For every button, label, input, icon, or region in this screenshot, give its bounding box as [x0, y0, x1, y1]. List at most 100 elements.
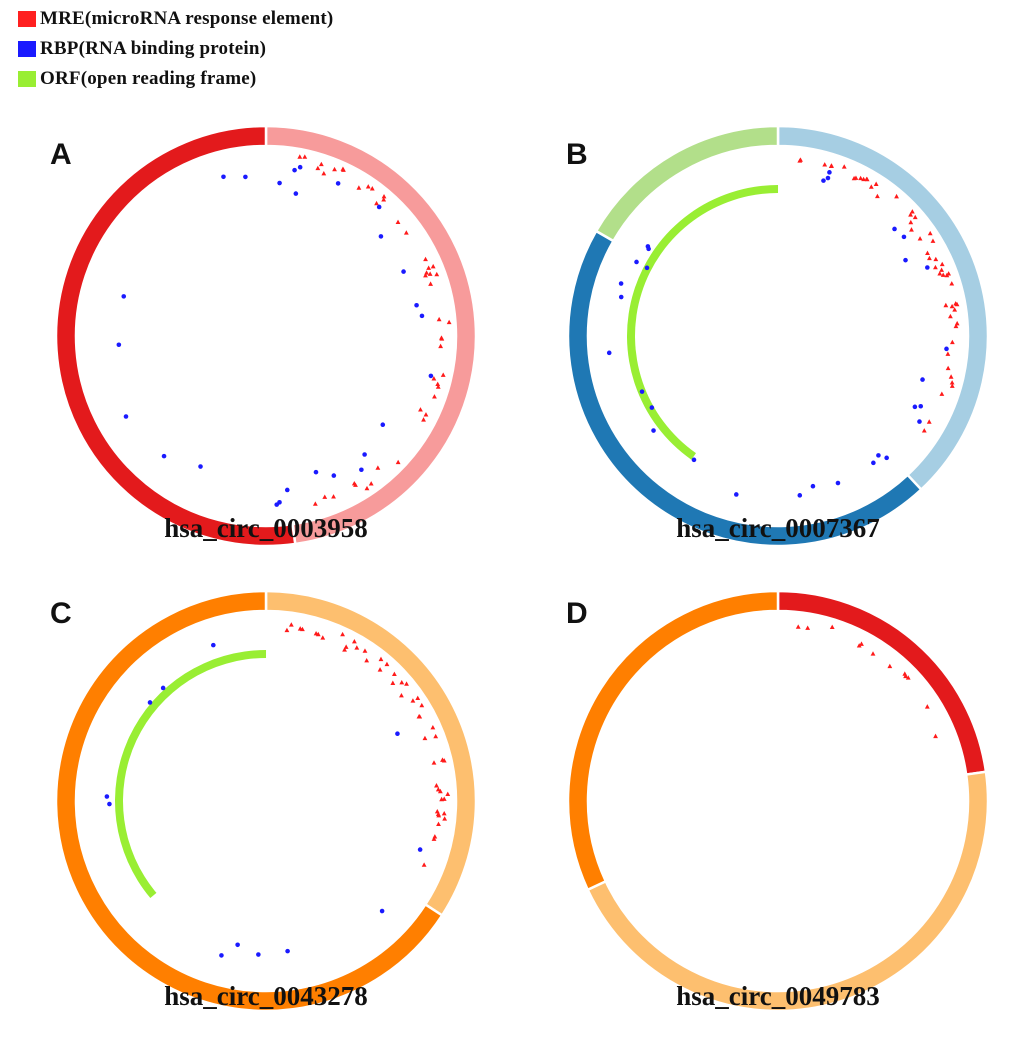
mre-marker — [354, 645, 360, 650]
mre-marker — [945, 365, 951, 371]
rbp-marker — [871, 460, 876, 466]
mre-marker — [917, 236, 923, 241]
mre-marker — [340, 631, 345, 637]
mre-marker — [949, 303, 955, 309]
rbp-marker — [121, 294, 127, 299]
mre-marker — [403, 230, 409, 235]
mre-marker — [841, 164, 847, 169]
mre-marker — [427, 271, 433, 276]
mre-marker — [399, 693, 404, 698]
rbp-marker — [944, 346, 949, 352]
rbp-marker — [618, 281, 624, 286]
mre-marker — [421, 862, 427, 867]
mre-marker — [431, 760, 437, 765]
rbp-marker — [634, 259, 639, 265]
rbp-marker — [649, 405, 655, 410]
legend-item-orf: ORF(open reading frame) — [18, 64, 333, 94]
rbp-marker — [884, 455, 889, 461]
mre-marker — [417, 714, 423, 719]
rbp-marker — [274, 502, 280, 507]
mre-marker — [318, 161, 324, 167]
mre-marker — [384, 661, 390, 667]
circos-plot — [566, 124, 990, 548]
panel-letter: C — [50, 597, 72, 630]
rbp-marker — [797, 493, 803, 498]
rbp-marker — [414, 302, 419, 308]
rbp-marker — [256, 952, 261, 957]
mre-marker — [875, 193, 880, 199]
mre-marker — [381, 197, 387, 202]
rbp-marker — [297, 164, 303, 170]
mre-marker — [332, 166, 337, 172]
mre-marker — [421, 417, 426, 422]
mre-marker — [927, 230, 933, 236]
mre-marker — [351, 638, 357, 644]
mre-marker — [423, 272, 428, 278]
mre-marker — [948, 313, 953, 319]
mre-marker — [322, 494, 328, 499]
mre-marker — [302, 154, 308, 159]
segment-2 — [566, 589, 780, 892]
mre-marker — [418, 407, 423, 412]
rbp-marker — [335, 181, 341, 186]
rbp-marker — [378, 234, 384, 239]
mre-marker — [948, 374, 954, 379]
mre-marker — [441, 810, 447, 816]
mre-marker — [949, 281, 955, 286]
mre-marker — [822, 162, 828, 167]
rbp-marker — [401, 269, 406, 274]
mre-marker — [894, 193, 899, 199]
segment-1 — [54, 589, 444, 1013]
rbp-marker — [825, 175, 831, 181]
rbp-marker — [917, 419, 922, 424]
mre-marker — [426, 265, 432, 270]
mre-marker — [356, 185, 362, 190]
legend-item-rbp: RBP(RNA binding protein) — [18, 34, 333, 64]
mre-marker — [924, 704, 930, 709]
rbp-marker — [419, 313, 425, 319]
mre-marker — [925, 250, 930, 256]
mre-marker — [435, 384, 441, 389]
mre-marker — [433, 733, 439, 739]
mre-marker — [300, 626, 305, 632]
rbp-marker — [331, 473, 337, 478]
rbp-marker — [116, 342, 122, 348]
rbp-marker — [123, 414, 129, 419]
mre-marker — [442, 816, 448, 821]
mre-marker — [378, 656, 384, 662]
mre-marker — [903, 673, 908, 679]
mre-marker — [422, 735, 428, 741]
mre-marker — [437, 788, 443, 794]
mre-marker — [315, 165, 321, 171]
rbp-marker — [243, 174, 248, 180]
segment-2 — [594, 124, 780, 243]
mre-marker — [312, 501, 318, 506]
mre-marker — [435, 381, 441, 387]
mre-marker — [431, 376, 437, 381]
rbp-marker — [606, 350, 612, 356]
mre-marker — [424, 270, 429, 275]
mre-marker — [390, 680, 396, 685]
mre-marker — [953, 323, 959, 329]
mre-marker — [933, 256, 939, 262]
segment-0 — [776, 589, 988, 776]
mre-marker — [432, 394, 437, 399]
rbp-marker — [198, 464, 203, 469]
mre-marker — [331, 494, 336, 499]
circos-plot — [54, 124, 478, 548]
rbp-marker — [313, 469, 319, 475]
rbp-marker — [160, 685, 166, 691]
mre-marker — [939, 267, 944, 272]
mre-marker — [340, 166, 346, 171]
circos-plot — [566, 589, 990, 1013]
rbp-marker — [379, 908, 385, 914]
orf-arc — [626, 185, 779, 460]
mre-marker — [399, 679, 405, 685]
mre-marker — [368, 481, 374, 486]
legend: MRE(microRNA response element) RBP(RNA b… — [18, 4, 333, 94]
mre-marker — [440, 757, 445, 762]
rbp-marker — [235, 942, 240, 948]
mre-marker — [933, 264, 938, 270]
rbp-marker — [901, 234, 907, 240]
mre-marker — [949, 380, 955, 385]
